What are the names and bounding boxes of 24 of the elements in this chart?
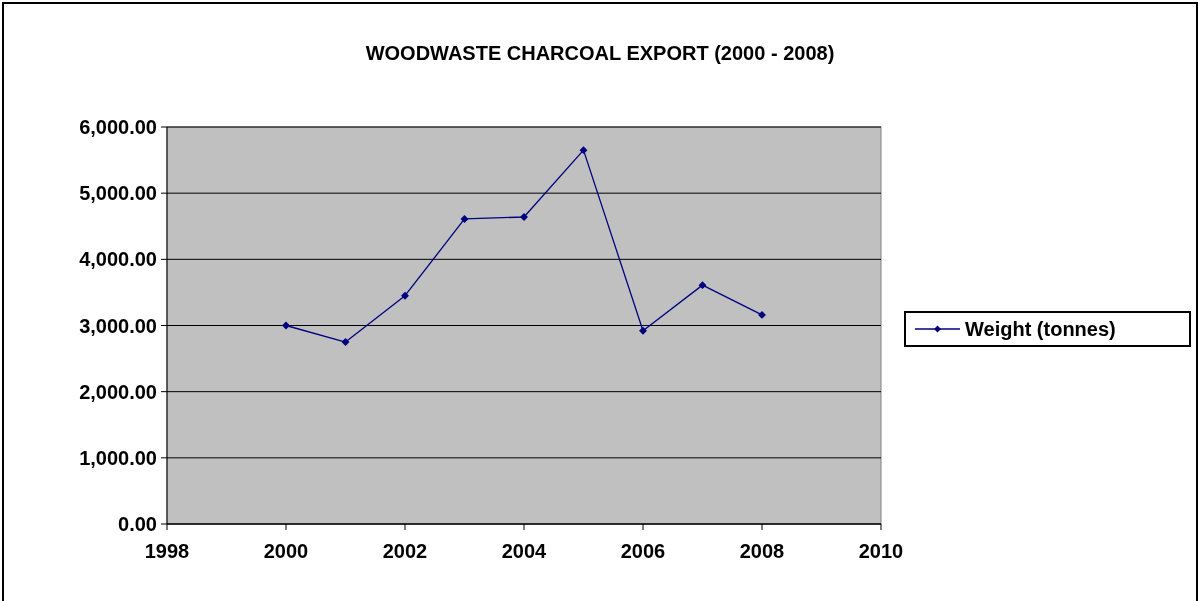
x-tick-label: 1998	[144, 540, 190, 562]
chart-title: WOODWASTE CHARCOAL EXPORT (2000 - 2008)	[365, 42, 835, 64]
point	[282, 321, 290, 330]
x-tick-label: 2008	[739, 540, 785, 562]
y-tick-label: 4,000.00	[79, 248, 157, 271]
y-tick-label: 5,000.00	[79, 182, 157, 205]
y-tick-label: 2,000.00	[79, 380, 157, 403]
x-tick-label: 2000	[263, 540, 309, 562]
legend-label: Weight (tonnes)	[965, 318, 1116, 340]
point	[401, 291, 409, 300]
x-tick-label: 2006	[620, 540, 666, 562]
y-tick-label: 3,000.00	[79, 314, 157, 337]
x-tick-label: 2002	[382, 540, 428, 562]
point	[758, 310, 766, 319]
x-tick-label: 2004	[501, 540, 548, 562]
y-tick-label: 6,000.00	[79, 116, 157, 138]
point	[698, 281, 707, 290]
point	[639, 326, 647, 335]
point	[460, 215, 469, 223]
point	[579, 146, 588, 155]
point	[341, 338, 350, 346]
y-tick-label: 1,000.00	[79, 446, 157, 469]
y-tick-label: 0.00	[118, 513, 157, 535]
x-tick-label: 2010	[858, 540, 904, 562]
